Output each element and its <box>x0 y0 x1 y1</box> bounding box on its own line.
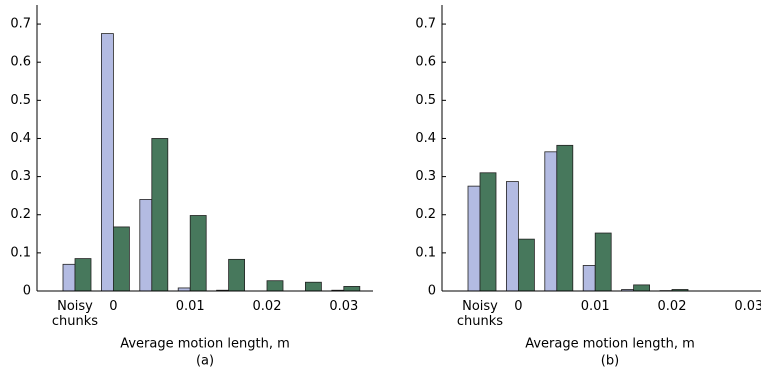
x-axis-label: Average motion length, m <box>525 337 695 352</box>
x-tick-label: 0.03 <box>734 299 761 314</box>
y-tick-label: 0.1 <box>10 245 31 260</box>
y-tick-label: 0.6 <box>415 55 436 70</box>
y-tick-label: 0 <box>23 284 31 299</box>
y-tick-label: 0.3 <box>415 169 436 184</box>
bar <box>74 258 92 292</box>
x-tick-label: 0 <box>514 299 523 314</box>
y-tick-label: 0.5 <box>10 93 31 108</box>
bar <box>189 215 207 292</box>
bar <box>113 226 130 292</box>
bar <box>343 286 361 292</box>
x-tick-label: 0.02 <box>657 299 687 314</box>
y-tick-label: 0.3 <box>10 169 31 184</box>
bar <box>594 232 612 292</box>
bar <box>556 144 574 292</box>
bar <box>266 280 284 292</box>
bar <box>505 181 519 292</box>
y-tick-label: 0.4 <box>10 131 31 146</box>
x-axis-label: Average motion length, m <box>120 337 290 352</box>
bar <box>544 151 558 292</box>
x-tick-label: 0.03 <box>329 299 359 314</box>
bar <box>228 258 246 292</box>
caption: (b) <box>601 354 619 369</box>
y-tick-label: 0.1 <box>415 245 436 260</box>
y-tick-label: 0.7 <box>415 17 436 32</box>
y-tick-label: 0.7 <box>10 17 31 32</box>
x-tick-label: 0.01 <box>580 299 610 314</box>
y-tick-label: 0 <box>428 284 436 299</box>
y-tick-label: 0.4 <box>415 131 436 146</box>
bar <box>518 238 535 292</box>
bar <box>151 138 169 292</box>
y-tick-label: 0.2 <box>10 207 31 222</box>
bar <box>582 265 596 292</box>
bar <box>304 281 322 292</box>
y-tick-label: 0.5 <box>415 93 436 108</box>
x-tick-label: Noisy chunks <box>51 299 99 329</box>
y-tick-label: 0.2 <box>415 207 436 222</box>
bar <box>139 199 153 292</box>
caption: (a) <box>196 354 214 369</box>
bar <box>62 263 76 292</box>
bar <box>101 33 114 292</box>
bar <box>479 172 497 292</box>
x-tick-label: 0 <box>109 299 118 314</box>
y-tick-label: 0.6 <box>10 55 31 70</box>
x-tick-label: Noisy chunks <box>456 299 504 329</box>
x-tick-label: 0.01 <box>175 299 205 314</box>
x-tick-label: 0.02 <box>252 299 282 314</box>
bar <box>633 284 650 292</box>
bar <box>467 185 481 292</box>
